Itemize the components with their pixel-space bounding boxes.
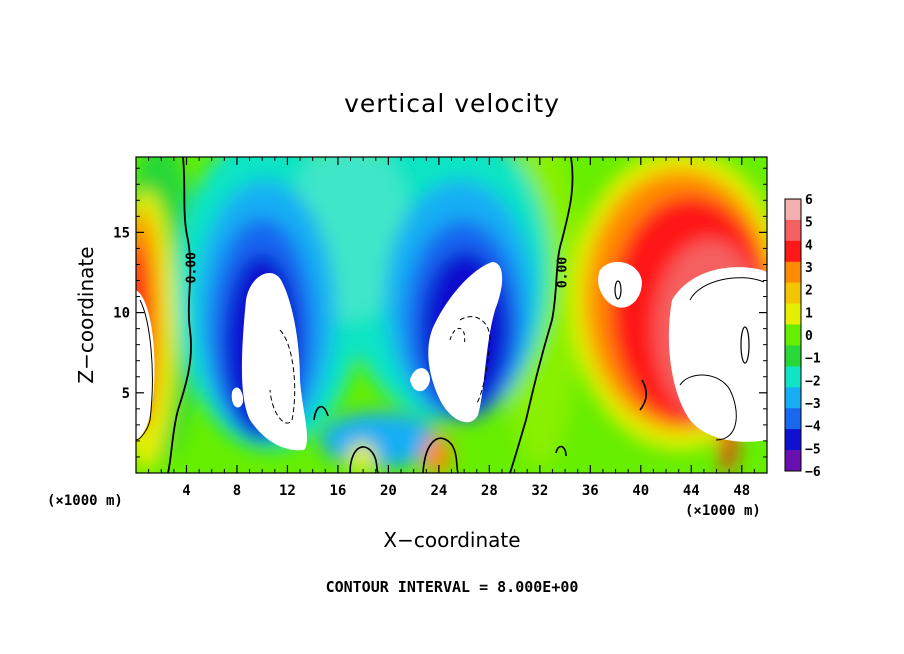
colorbar-swatch bbox=[785, 450, 801, 472]
colorbar-swatch bbox=[785, 261, 801, 284]
saturated-region-1 bbox=[241, 272, 308, 451]
colorbar: 6 5 4 3 2 1 0 −1 −2 −3 −4 −5 −6 bbox=[784, 193, 821, 480]
colorbar-label: 6 bbox=[805, 193, 813, 208]
colorbar-label: 1 bbox=[805, 306, 813, 321]
x-tick-label: 20 bbox=[380, 483, 397, 499]
colorbar-swatch bbox=[785, 199, 801, 221]
colorbar-swatch bbox=[785, 366, 801, 388]
chart-title: vertical velocity bbox=[344, 89, 560, 118]
y-ticks: 5 10 15 bbox=[113, 167, 767, 458]
colorbar-label: 3 bbox=[805, 261, 813, 276]
saturated-region-7 bbox=[136, 290, 155, 440]
y-tick-label: 10 bbox=[113, 306, 130, 322]
colorbar-swatch bbox=[785, 429, 801, 451]
colorbar-label: 5 bbox=[805, 216, 813, 231]
colorbar-label: 0 bbox=[805, 329, 813, 344]
colorbar-label: 4 bbox=[805, 238, 813, 253]
colorbar-label: −6 bbox=[805, 465, 821, 480]
colorbar-label: −2 bbox=[805, 374, 821, 389]
x-tick-label: 40 bbox=[632, 483, 649, 499]
contour-label-right: 0.00 bbox=[555, 257, 570, 288]
contour-label-left: 0.00 bbox=[184, 252, 199, 283]
colorbar-swatch bbox=[785, 303, 801, 326]
contour-interval-note: CONTOUR INTERVAL = 8.000E+00 bbox=[326, 578, 579, 596]
negative-contour-1 bbox=[269, 329, 296, 424]
zero-contour-left bbox=[167, 157, 192, 473]
positive-contour-2 bbox=[740, 326, 750, 364]
x-axis-label: X−coordinate bbox=[383, 528, 520, 552]
negative-contour-2 bbox=[459, 316, 491, 406]
z-multiplier-label: (×1000 m) bbox=[47, 493, 123, 509]
x-tick-label: 44 bbox=[683, 483, 700, 499]
x-tick-label: 24 bbox=[430, 483, 447, 499]
x-tick-label: 12 bbox=[279, 483, 296, 499]
colorbar-label: 2 bbox=[805, 284, 813, 299]
colorbar-swatch bbox=[785, 387, 801, 409]
x-tick-label: 48 bbox=[733, 483, 750, 499]
x-tick-label: 32 bbox=[531, 483, 548, 499]
zero-contour-cells bbox=[313, 379, 648, 473]
colorbar-swatch bbox=[785, 282, 801, 305]
colorbar-label: −3 bbox=[805, 397, 821, 412]
colorbar-swatch bbox=[785, 240, 801, 263]
colorbar-swatch bbox=[785, 219, 801, 242]
positive-contour-3 bbox=[614, 280, 622, 300]
x-multiplier-label: (×1000 m) bbox=[685, 503, 761, 519]
y-tick-label: 5 bbox=[122, 386, 130, 402]
x-tick-label: 8 bbox=[233, 483, 241, 499]
positive-contour-1 bbox=[679, 277, 765, 441]
x-ticks: 4 8 12 16 20 24 28 32 36 40 44 48 bbox=[148, 157, 755, 499]
colorbar-label: −4 bbox=[805, 420, 821, 435]
colorbar-label: −5 bbox=[805, 442, 821, 457]
colorbar-swatch bbox=[785, 324, 801, 346]
saturated-region-4 bbox=[410, 368, 430, 392]
positive-contour-4 bbox=[136, 299, 153, 441]
colorbar-swatch bbox=[785, 408, 801, 430]
colorbar-label: −1 bbox=[805, 352, 821, 367]
y-tick-label: 15 bbox=[113, 225, 130, 241]
y-axis-label: Z−coordinate bbox=[74, 246, 98, 383]
field-lightblue-low bbox=[320, 412, 440, 468]
x-tick-label: 28 bbox=[481, 483, 498, 499]
colorbar-frame bbox=[784, 198, 802, 472]
saturated-region-6 bbox=[668, 267, 767, 442]
saturated-region-3 bbox=[428, 262, 503, 423]
zero-contour-right bbox=[509, 157, 574, 473]
saturated-region-2 bbox=[231, 387, 244, 408]
x-tick-label: 16 bbox=[329, 483, 346, 499]
colorbar-swatch bbox=[785, 345, 801, 367]
x-tick-label: 4 bbox=[182, 483, 190, 499]
x-tick-label: 36 bbox=[582, 483, 599, 499]
negative-contour-3 bbox=[449, 328, 466, 346]
velocity-field bbox=[136, 157, 767, 473]
